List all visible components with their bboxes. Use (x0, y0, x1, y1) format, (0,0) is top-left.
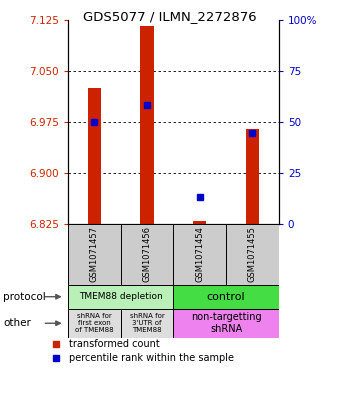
Text: shRNA for
3'UTR of
TMEM88: shRNA for 3'UTR of TMEM88 (130, 313, 165, 333)
Text: shRNA for
first exon
of TMEM88: shRNA for first exon of TMEM88 (75, 313, 114, 333)
Text: TMEM88 depletion: TMEM88 depletion (79, 292, 163, 301)
Bar (88, 88, 101, 224)
Bar (226, 224, 279, 285)
Bar (121, 224, 173, 285)
Bar (173, 224, 226, 285)
Bar (121, 309, 173, 338)
Text: GSM1071456: GSM1071456 (142, 226, 152, 283)
Text: GSM1071457: GSM1071457 (90, 226, 99, 283)
Text: other: other (3, 318, 31, 328)
Text: GSM1071455: GSM1071455 (248, 226, 257, 283)
Bar (140, 26, 154, 224)
Bar (246, 129, 259, 224)
Text: control: control (207, 292, 245, 302)
Text: GSM1071454: GSM1071454 (195, 226, 204, 283)
Text: GDS5077 / ILMN_2272876: GDS5077 / ILMN_2272876 (83, 10, 257, 23)
Bar (68, 285, 173, 309)
Text: transformed count: transformed count (69, 339, 160, 349)
Bar (173, 309, 279, 338)
Bar (68, 224, 121, 285)
Bar (173, 285, 279, 309)
Text: protocol: protocol (3, 292, 46, 302)
Bar (193, 221, 206, 224)
Text: non-targetting
shRNA: non-targetting shRNA (191, 312, 261, 334)
Bar (68, 309, 121, 338)
Text: percentile rank within the sample: percentile rank within the sample (69, 353, 234, 363)
